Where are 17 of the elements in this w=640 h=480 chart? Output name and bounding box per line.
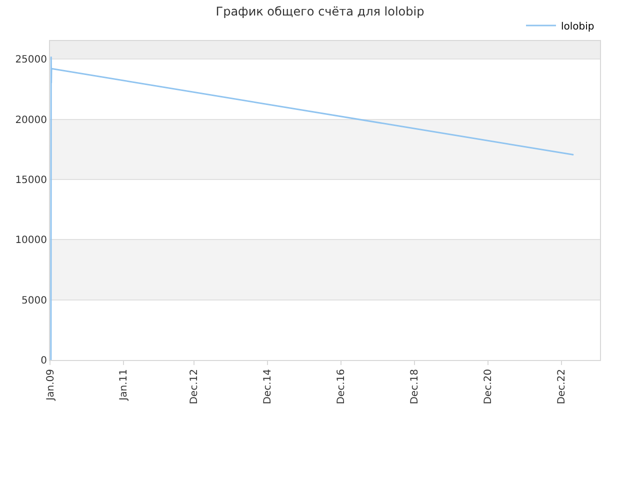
y-tick-label: 20000 <box>15 114 47 126</box>
x-tick-label: Dec.20 <box>483 369 494 404</box>
x-tick-label: Dec.14 <box>262 369 274 404</box>
line-series <box>50 56 574 360</box>
y-tick-label: 15000 <box>15 174 47 186</box>
x-tick-label: Dec.22 <box>556 369 568 404</box>
chart-title: График общего счёта для lolobip <box>216 4 424 19</box>
y-tick-label: 25000 <box>15 54 47 66</box>
legend-label: lolobip <box>561 21 594 32</box>
x-tick-label: Dec.18 <box>410 369 421 404</box>
y-tick-label: 0 <box>40 356 47 366</box>
x-tick-label: Dec.12 <box>189 369 200 404</box>
y-tick-label: 10000 <box>15 235 47 246</box>
y-tick-label: 5000 <box>22 295 47 306</box>
x-tick-label: Dec.16 <box>336 369 348 404</box>
x-tick-label: Jan.11 <box>118 369 130 402</box>
x-tick-label: Jan.09 <box>45 369 56 402</box>
